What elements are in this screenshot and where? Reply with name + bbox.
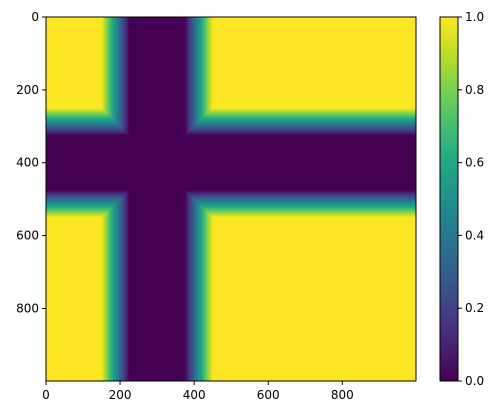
colorbar-tick-label: 0.8 [465,83,484,97]
y-tick-label: 0 [31,10,39,24]
colorbar: 0.0 0.2 0.4 0.6 0.8 1.0 [439,10,484,388]
plot-frame [45,16,417,382]
colorbar-tick-label: 0.0 [465,374,484,388]
colorbar-tick-label: 0.2 [465,301,484,315]
colorbar-frame [439,16,459,382]
y-tick-label: 200 [16,83,39,97]
colorbar-tick-label: 0.4 [465,228,484,242]
x-tick-label: 800 [331,388,354,402]
x-tick-label: 400 [183,388,206,402]
x-tick-label: 600 [257,388,280,402]
colorbar-gradient [440,17,458,381]
heatmap-plot-area [45,16,417,382]
y-tick-label: 600 [16,229,39,243]
x-tick-label: 200 [109,388,132,402]
y-tick-label: 800 [16,301,39,315]
x-axis: 0 200 400 600 800 [42,381,354,402]
heatmap-image [46,17,416,381]
x-tick-label: 0 [42,388,50,402]
colorbar-tick-label: 0.6 [465,156,484,170]
y-tick-label: 400 [16,156,39,170]
colorbar-tick-label: 1.0 [465,10,484,24]
colorbar-axis: 0.0 0.2 0.4 0.6 0.8 1.0 [458,10,484,388]
y-axis: 0 200 400 600 800 [16,10,46,315]
